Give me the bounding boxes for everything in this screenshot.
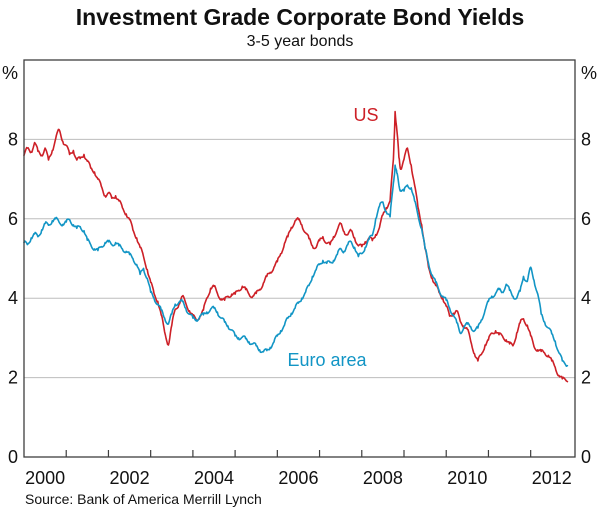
x-axis-label-2006: 2006 <box>278 468 318 488</box>
y-axis-label-left-0: 0 <box>8 447 18 467</box>
x-axis-label-2004: 2004 <box>194 468 234 488</box>
source-note: Source: Bank of America Merrill Lynch <box>25 491 262 507</box>
y-axis-label-left-4: 4 <box>8 288 18 308</box>
y-unit-label-right: % <box>581 63 597 83</box>
euro-area-series-label: Euro area <box>287 350 367 370</box>
us-series-line <box>23 110 569 383</box>
y-axis-label-left-2: 2 <box>8 368 18 388</box>
chart-title: Investment Grade Corporate Bond Yields <box>75 4 525 30</box>
y-axis-label-left-6: 6 <box>8 209 18 229</box>
y-axis-label-right-0: 0 <box>581 447 591 467</box>
y-axis-label-right-6: 6 <box>581 209 591 229</box>
y-axis-label-right-2: 2 <box>581 368 591 388</box>
y-unit-label-left: % <box>2 63 18 83</box>
x-axis-label-2000: 2000 <box>25 468 65 488</box>
y-axis-label-left-8: 8 <box>8 129 18 149</box>
chart-subtitle: 3-5 year bonds <box>246 33 354 50</box>
y-axis-label-right-4: 4 <box>581 288 591 308</box>
y-axis-label-right-8: 8 <box>581 129 591 149</box>
plot-frame <box>23 59 576 458</box>
euro-area-series-line <box>23 164 569 367</box>
x-axis-label-2012: 2012 <box>532 468 572 488</box>
x-axis-label-2010: 2010 <box>447 468 487 488</box>
x-axis-label-2008: 2008 <box>363 468 403 488</box>
us-series-label: US <box>353 105 378 125</box>
x-axis-label-2002: 2002 <box>110 468 150 488</box>
